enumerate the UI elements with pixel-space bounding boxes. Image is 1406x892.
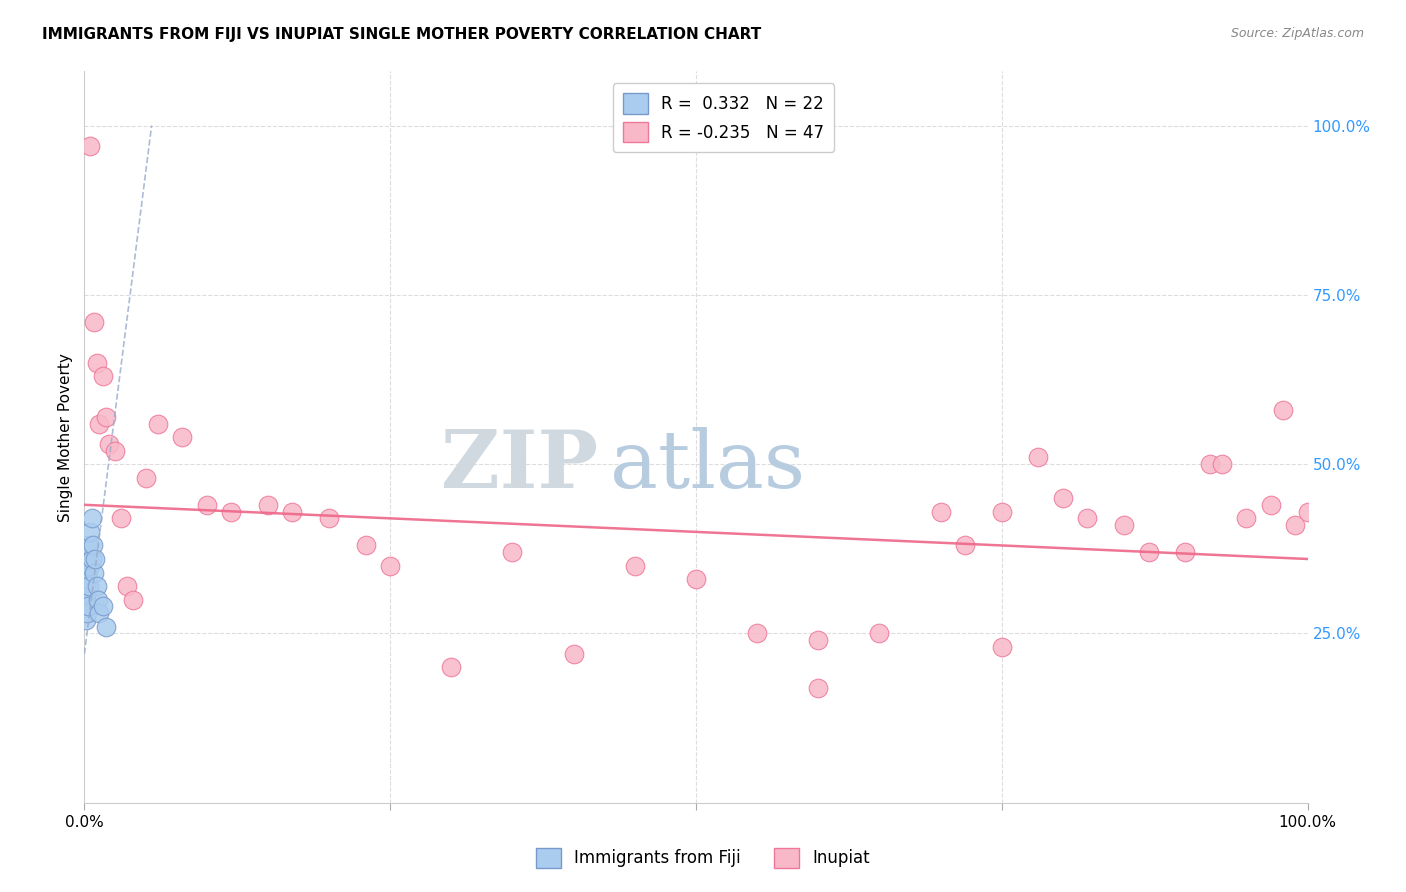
Point: [562, 647, 585, 661]
Point: [79, 139, 101, 153]
Point: [869, 626, 891, 640]
Point: [76, 586, 98, 600]
Point: [1052, 491, 1074, 505]
Point: [77, 572, 100, 586]
Point: [1198, 457, 1220, 471]
Point: [80, 511, 103, 525]
Point: [318, 511, 340, 525]
Point: [172, 430, 194, 444]
Point: [91, 599, 114, 614]
Point: [87, 592, 110, 607]
Point: [440, 660, 463, 674]
Point: [76, 606, 98, 620]
Point: [1137, 545, 1160, 559]
Point: [96, 409, 118, 424]
Point: [354, 538, 377, 552]
Point: [87, 606, 110, 620]
Y-axis label: Single Mother Poverty: Single Mother Poverty: [58, 352, 73, 522]
Point: [110, 511, 132, 525]
Point: [195, 498, 218, 512]
Point: [135, 471, 157, 485]
Point: [1260, 498, 1282, 512]
Point: [82, 538, 104, 552]
Point: [991, 640, 1014, 654]
Point: [115, 579, 138, 593]
Point: [77, 599, 100, 614]
Point: [380, 558, 402, 573]
Point: [685, 572, 707, 586]
Point: [86, 579, 108, 593]
Point: [91, 369, 114, 384]
Point: [1296, 505, 1319, 519]
Point: [1114, 518, 1136, 533]
Point: [1174, 545, 1197, 559]
Point: [79, 524, 101, 539]
Point: [257, 498, 280, 512]
Point: [624, 558, 647, 573]
Legend: Immigrants from Fiji, Inupiat: Immigrants from Fiji, Inupiat: [529, 841, 877, 875]
Point: [104, 443, 127, 458]
Point: [1028, 450, 1050, 465]
Point: [77, 579, 100, 593]
Point: [1236, 511, 1258, 525]
Text: IMMIGRANTS FROM FIJI VS INUPIAT SINGLE MOTHER POVERTY CORRELATION CHART: IMMIGRANTS FROM FIJI VS INUPIAT SINGLE M…: [42, 27, 762, 42]
Point: [96, 620, 118, 634]
Point: [807, 681, 830, 695]
Point: [97, 437, 120, 451]
Text: ZIP: ZIP: [441, 427, 598, 506]
Point: [84, 552, 107, 566]
Point: [77, 552, 100, 566]
Point: [75, 592, 97, 607]
Point: [1284, 518, 1306, 533]
Point: [83, 315, 105, 329]
Point: [1076, 511, 1098, 525]
Text: Source: ZipAtlas.com: Source: ZipAtlas.com: [1230, 27, 1364, 40]
Text: atlas: atlas: [610, 427, 806, 506]
Legend: R =  0.332   N = 22, R = -0.235   N = 47: R = 0.332 N = 22, R = -0.235 N = 47: [613, 83, 834, 153]
Point: [502, 545, 524, 559]
Point: [146, 417, 169, 431]
Point: [86, 355, 108, 369]
Point: [929, 505, 952, 519]
Point: [807, 633, 830, 648]
Point: [747, 626, 769, 640]
Point: [77, 538, 100, 552]
Point: [122, 592, 145, 607]
Point: [83, 566, 105, 580]
Point: [1211, 457, 1233, 471]
Point: [991, 505, 1014, 519]
Point: [1272, 403, 1295, 417]
Point: [281, 505, 304, 519]
Point: [953, 538, 976, 552]
Point: [87, 417, 110, 431]
Point: [75, 613, 97, 627]
Point: [219, 505, 242, 519]
Point: [76, 566, 98, 580]
Point: [80, 552, 103, 566]
Point: [79, 558, 101, 573]
